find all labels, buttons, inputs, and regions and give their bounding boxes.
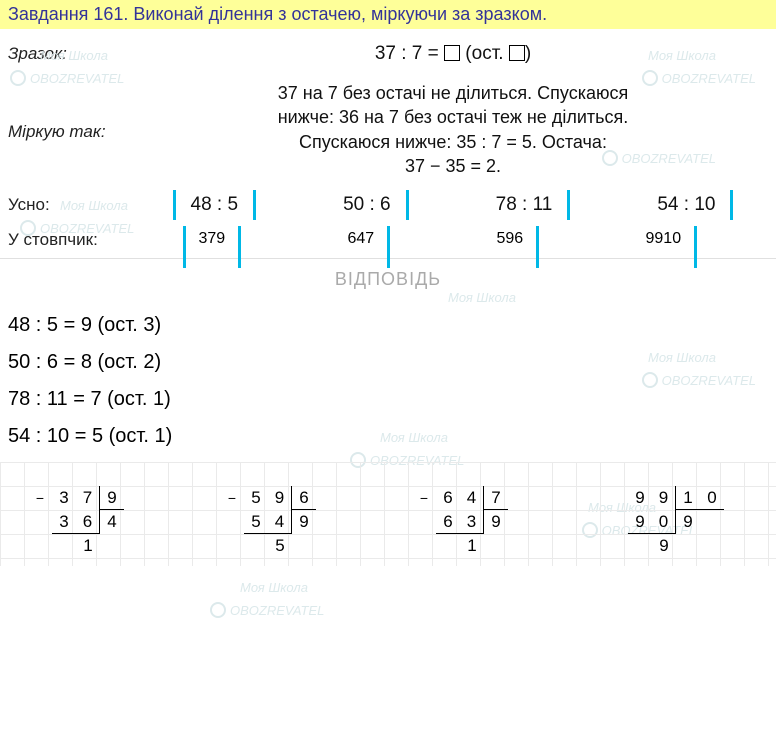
- column-div-item: 379: [199, 230, 227, 248]
- watermark: Моя Школа: [240, 580, 308, 595]
- watermark: OBOZREVATEL: [210, 602, 324, 618]
- long-division: −647 639 1: [412, 462, 556, 558]
- label-think: Міркую так:: [8, 122, 138, 142]
- oral-item: 48 : 5: [187, 194, 243, 216]
- answer-line: 54 : 10 = 5 (ост. 1): [8, 425, 768, 448]
- label-sample: Зразок:: [8, 44, 138, 64]
- answer-line: 48 : 5 = 9 (ост. 3): [8, 314, 768, 337]
- problem-block: Зразок: 37 : 7 = (ост. ) Міркую так: 37 …: [0, 29, 776, 250]
- label-column: У стовпчик:: [8, 230, 138, 250]
- sample-expression: 37 : 7 = (ост. ): [138, 37, 768, 71]
- task-title: Завдання 161. Виконай ділення з остачею,…: [0, 0, 776, 29]
- label-oral: Усно:: [8, 195, 138, 215]
- oral-item: 78 : 11: [492, 194, 557, 216]
- long-division: 9910 909 9: [604, 462, 748, 558]
- answer-line: 78 : 11 = 7 (ост. 1): [8, 388, 768, 411]
- oral-item: 54 : 10: [653, 194, 719, 216]
- answers-block: 48 : 5 = 9 (ост. 3) 50 : 6 = 8 (ост. 2) …: [0, 314, 776, 448]
- blank-box-icon: [509, 45, 525, 61]
- long-division: −379 364 1: [28, 462, 172, 558]
- column-div-item: 596: [497, 230, 525, 248]
- blank-box-icon: [444, 45, 460, 61]
- column-div-item: 9910: [646, 230, 708, 248]
- long-division-grid: −379 364 1 −596 549 5 −647 639 1 9910 90…: [0, 462, 776, 566]
- oral-items: 48 : 5 50 : 6 78 : 11 54 : 10: [138, 194, 768, 216]
- column-div-item: 647: [348, 230, 376, 248]
- long-division: −596 549 5: [220, 462, 364, 558]
- oral-item: 50 : 6: [339, 194, 395, 216]
- answer-line: 50 : 6 = 8 (ост. 2): [8, 351, 768, 374]
- reasoning-text: 37 на 7 без остачі не ділиться. Спускаюс…: [138, 77, 768, 186]
- column-items: 379 647 596 99: [138, 230, 768, 248]
